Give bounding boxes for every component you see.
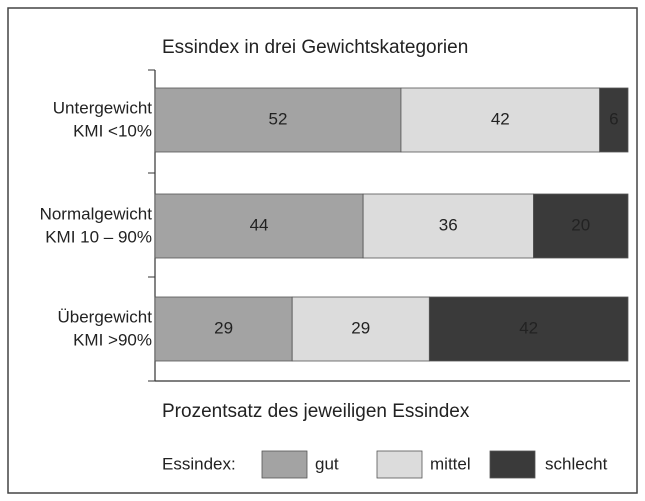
- bar-segment: [599, 87, 629, 153]
- value-label: 42: [491, 109, 510, 128]
- bar-segment: [154, 296, 293, 362]
- value-label: 52: [269, 109, 288, 128]
- category-note: KMI 10 – 90%: [45, 227, 152, 246]
- value-label: 20: [571, 215, 590, 234]
- legend-label: mittel: [430, 454, 471, 473]
- value-label: 6: [609, 109, 618, 128]
- bar-segment: [400, 87, 601, 153]
- category-note: KMI >90%: [73, 330, 152, 349]
- value-label: 44: [250, 215, 269, 234]
- chart-title: Essindex in drei Gewichtskategorien: [162, 37, 468, 58]
- value-label: 29: [351, 318, 370, 337]
- legend-label: schlecht: [545, 454, 608, 473]
- legend-title: Essindex:: [162, 454, 236, 473]
- legend-label: gut: [315, 454, 339, 473]
- category-label: Übergewicht: [58, 307, 153, 326]
- bar-segment: [428, 296, 629, 362]
- category-label: Untergewicht: [53, 98, 152, 117]
- value-label: 42: [519, 318, 538, 337]
- bar-segment: [154, 193, 364, 259]
- bar-segment: [533, 193, 629, 259]
- category-label: Normalgewicht: [40, 204, 153, 223]
- value-label: 29: [214, 318, 233, 337]
- x-axis-label: Prozentsatz des jeweiligen Essindex: [162, 401, 470, 422]
- value-label: 36: [439, 215, 458, 234]
- legend-swatch: [376, 450, 423, 479]
- bar-segment: [362, 193, 534, 259]
- category-note: KMI <10%: [73, 121, 152, 140]
- legend-swatch: [261, 450, 308, 479]
- legend-swatch: [489, 450, 536, 479]
- bar-segment: [291, 296, 430, 362]
